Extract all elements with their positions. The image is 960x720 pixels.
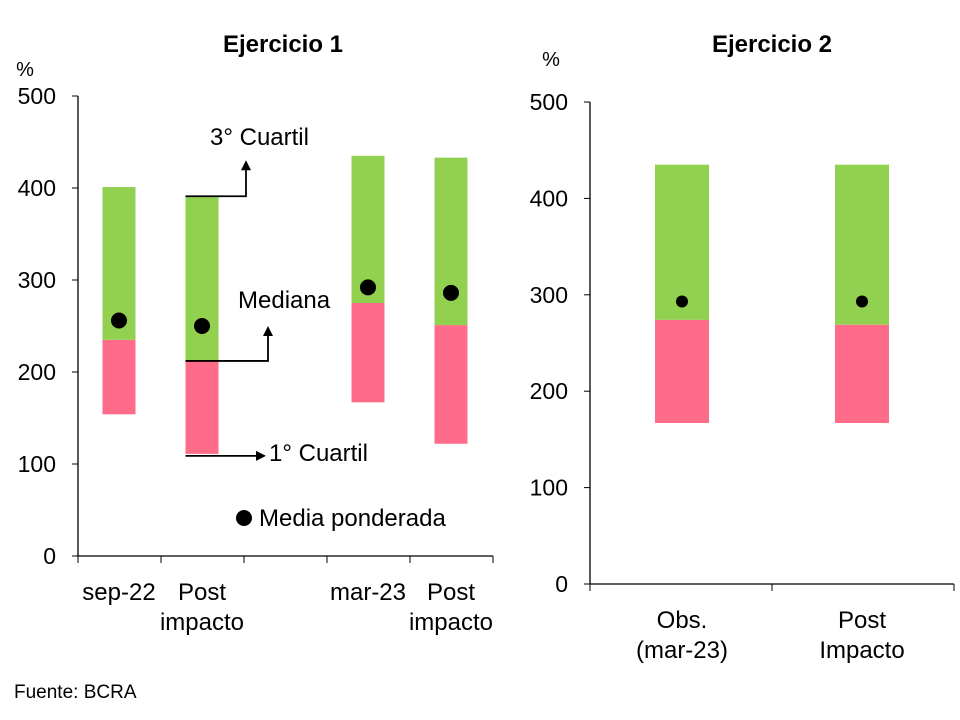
bar-median-q3 <box>185 196 219 361</box>
bar-q1-median <box>434 325 468 444</box>
mean-point <box>443 284 459 301</box>
bar-q1-median <box>102 339 136 415</box>
mean-point <box>676 295 688 308</box>
x-tick-label: Post impacto <box>409 579 493 636</box>
y-tick-label: 500 <box>530 89 568 115</box>
annotation-arrow-median <box>185 333 269 362</box>
x-tick-label: sep-22 <box>82 579 155 606</box>
y-tick-label: 100 <box>530 475 568 501</box>
mean-point <box>111 312 127 329</box>
legend-mean-label: Media ponderada <box>259 505 446 532</box>
source-note: Fuente: BCRA <box>14 682 137 703</box>
y-tick-label: 0 <box>555 571 568 597</box>
y-axis-label: % <box>542 49 560 71</box>
arrowhead <box>263 325 273 336</box>
chart-title: Ejercicio 1 <box>223 31 343 58</box>
y-tick-label: 200 <box>530 378 568 404</box>
y-tick-label: 300 <box>530 282 568 308</box>
bar-q1-median <box>185 360 219 454</box>
y-tick-label: 400 <box>530 185 568 211</box>
x-tick-label: Post impacto <box>160 579 244 636</box>
y-tick-label: 400 <box>18 175 56 201</box>
annotation-median: Mediana <box>238 287 331 314</box>
y-tick-label: 200 <box>18 359 56 385</box>
x-tick-label: mar-23 <box>330 579 406 606</box>
x-tick-label: Obs. (mar-23) <box>636 607 728 664</box>
mean-point <box>856 295 868 308</box>
annotation-q1: 1° Cuartil <box>269 440 368 467</box>
chart-title: Ejercicio 2 <box>712 31 832 58</box>
annotation-q3: 3° Cuartil <box>210 124 309 151</box>
y-tick-label: 500 <box>18 83 56 109</box>
bar-q1-median <box>655 319 709 424</box>
y-tick-label: 0 <box>43 543 56 569</box>
bar-q1-median <box>835 324 889 424</box>
y-axis-label: % <box>16 59 34 81</box>
legend-mean-marker <box>236 510 252 526</box>
annotation-arrow-q3 <box>185 168 247 198</box>
bar-q1-median <box>351 303 385 403</box>
mean-point <box>194 318 210 334</box>
mean-point <box>360 279 376 296</box>
y-tick-label: 100 <box>18 451 56 477</box>
arrowhead <box>241 160 251 171</box>
arrowhead <box>256 450 266 461</box>
bar-median-q3 <box>351 155 385 303</box>
bar-median-q3 <box>655 164 709 320</box>
y-tick-label: 300 <box>18 267 56 293</box>
x-tick-label: Post Impacto <box>819 607 904 664</box>
